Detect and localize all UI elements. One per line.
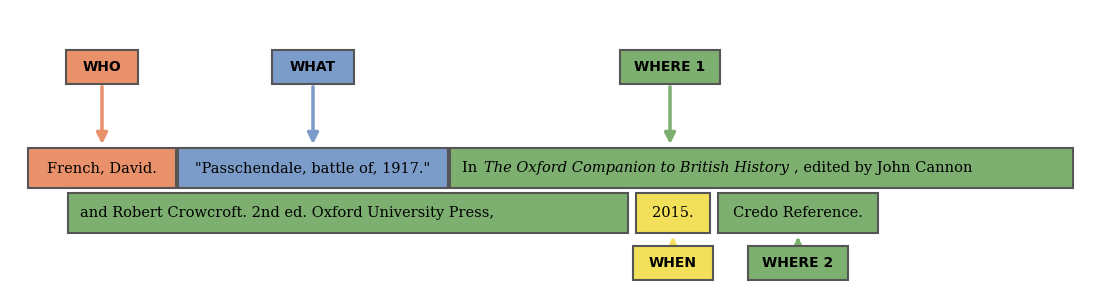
FancyBboxPatch shape [620, 50, 720, 84]
Text: Credo Reference.: Credo Reference. [733, 206, 863, 220]
FancyBboxPatch shape [636, 193, 710, 233]
FancyBboxPatch shape [66, 50, 138, 84]
FancyBboxPatch shape [633, 246, 713, 280]
Text: French, David.: French, David. [47, 161, 157, 175]
FancyBboxPatch shape [68, 193, 628, 233]
Text: WHEN: WHEN [649, 256, 697, 270]
FancyBboxPatch shape [748, 246, 848, 280]
Text: 2015.: 2015. [653, 206, 694, 220]
FancyBboxPatch shape [272, 50, 354, 84]
Text: WHAT: WHAT [290, 60, 336, 74]
FancyBboxPatch shape [28, 148, 176, 188]
Text: WHERE 1: WHERE 1 [634, 60, 706, 74]
FancyBboxPatch shape [178, 148, 448, 188]
Text: , edited by John Cannon: , edited by John Cannon [794, 161, 973, 175]
FancyBboxPatch shape [718, 193, 878, 233]
Text: In: In [462, 161, 482, 175]
Text: The Oxford Companion to British History: The Oxford Companion to British History [484, 161, 789, 175]
FancyBboxPatch shape [450, 148, 1073, 188]
Text: WHERE 2: WHERE 2 [763, 256, 834, 270]
Text: and Robert Crowcroft. 2nd ed. Oxford University Press,: and Robert Crowcroft. 2nd ed. Oxford Uni… [80, 206, 494, 220]
Text: WHO: WHO [83, 60, 121, 74]
Text: "Passchendale, battle of, 1917.": "Passchendale, battle of, 1917." [196, 161, 431, 175]
